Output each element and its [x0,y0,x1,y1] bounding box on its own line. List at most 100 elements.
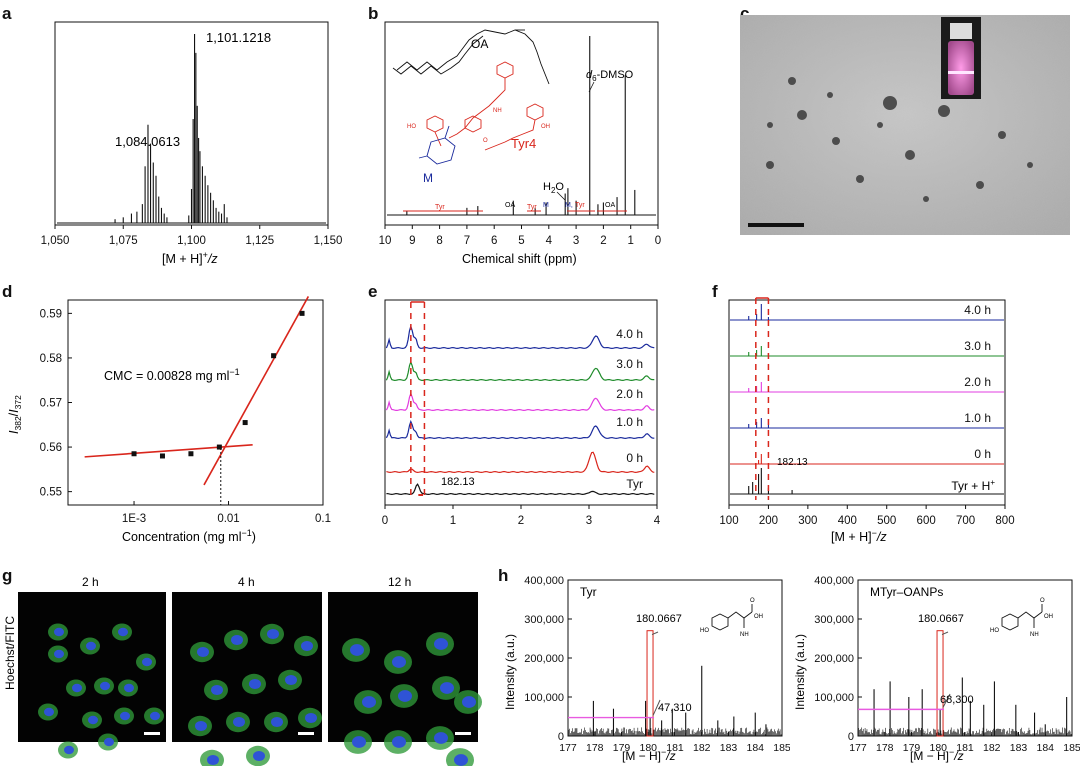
h1-plot-xtick-label: 180 [639,742,657,754]
h1-plot-xtick-label: 183 [720,742,738,754]
panel-e-trace-1 [386,451,655,474]
micro-cell-nucleus [207,754,219,766]
panel-e-traces [385,301,655,497]
panel-h1-xlabel: [M − H]−/z [622,747,676,763]
tem-particle [797,110,807,120]
panel-h1-title: Tyr [580,585,597,599]
panel-d-ytick-label: 0.58 [40,353,62,365]
h2-plot-ytick-label: 400,000 [814,575,854,587]
panel-f-ms-chart: 100 200 300 400 500 600 700 800 Tyr + H+ 0 h 1.0 … [719,297,1015,544]
panel-a-annotation-secondary: 1,084.0613 [115,134,180,149]
h2-plot-xtick-label: 183 [1010,742,1028,754]
panel-a-xtick-label: 1,100 [177,235,206,247]
h1-plot-ytick-label: 200,000 [524,653,564,665]
panel-d-fit-low [84,444,253,458]
panel-d-point [242,420,248,426]
panel-f-trace-label-3: 2.0 h [964,375,991,389]
h1-plot-peak-arrow [651,631,659,636]
panel-label-d: d [2,282,13,301]
panel-a-xtick-label: 1,050 [41,235,70,247]
panel-e-trace-label-2: 1.0 h [616,415,643,429]
tem-scale-bar [748,223,804,227]
panel-d-xtick-label: 0.1 [315,513,331,525]
micro-cell-nucleus [104,737,114,747]
micro-cell-nucleus [253,750,265,762]
panel-b-xtick-label: 6 [491,235,497,247]
panel-h1-plot: 0 100,000 200,000 300,000 400,000 177 178 179 18… [524,575,790,754]
panel-c-tem-image [740,15,1070,235]
tem-particle [877,122,883,128]
h1-plot-xtick-label: 181 [666,742,684,754]
micro-cell-nucleus [72,683,82,693]
panel-h2-plot: 0 100,000 200,000 300,000 400,000 177 178 179 18… [814,575,1080,754]
micro-cell-nucleus [392,736,406,748]
tem-particle [766,161,774,169]
panel-label-b: b [368,4,379,23]
panel-f-trace-label-2: 1.0 h [964,411,991,425]
panel-b-xlabel: Chemical shift (ppm) [462,252,577,266]
panel-b-nmr-chart: 10 9 8 7 6 5 4 3 2 1 0 OA Tyr4 M HO NH O OH d6-DMS… [379,21,661,266]
h1-plot-xtick-label: 179 [613,742,631,754]
h1-plot-highlight-box [646,630,654,737]
panel-f-annotation: 182.13 [777,457,808,468]
panel-e-trace-label-0: Tyr [626,477,643,491]
panel-b-band-oa2-label: OA [605,202,615,209]
h2-plot-highlight-box [936,630,944,737]
h2-plot-peak-arrow [941,631,949,636]
tem-particle [767,122,773,128]
panel-h1-struct-nh2: NH [740,632,749,638]
panel-d-fits [84,296,310,505]
micro-cell-nucleus [211,684,223,696]
panel-d-cmc-chart: 0.55 0.56 0.57 0.58 0.59 1E-3 0.01 0.1 CMC = 0… [7,296,331,544]
panel-f-frame [728,299,1006,506]
panel-h1-struct-o: O [750,598,755,604]
panel-a-xtick-label: 1,075 [109,235,138,247]
h2-plot-xtick-label: 178 [876,742,894,754]
panel-e-trace-label-5: 4.0 h [616,327,643,341]
panel-b-band-tyr1-label: Tyr [435,204,445,211]
h2-plot-xtick-label: 177 [849,742,867,754]
micro-cell-nucleus [100,681,110,691]
micro-cell-nucleus [249,678,261,690]
micro-cell-nucleus [64,745,74,755]
micro-cell-nucleus [434,732,448,744]
panel-h1-struct-oh: OH [754,614,763,620]
panel-b-xtick-label: 5 [518,235,524,247]
micro-cell-nucleus [301,640,313,652]
panel-e-trace-5 [385,324,655,350]
micro-scale-bar-1 [144,732,160,735]
panel-h2-struct-ho: HO [990,628,999,634]
panel-e-trace-label-3: 2.0 h [616,387,643,401]
h1-plot-xtick-label: 185 [773,742,790,754]
micro-cell-nucleus [197,646,209,658]
panel-a-xticks: 1,050 1,075 1,100 1,125 1,150 [41,225,343,247]
panel-h1-ms-chart: 0 100,000 200,000 300,000 400,000 177 178 179 18… [503,575,790,763]
panel-d-ytick-label: 0.55 [40,487,62,499]
panel-b-struct-nh: NH [493,108,502,114]
panel-h2-peak-label: 180.0667 [918,613,964,625]
panel-e-xtick-label: 0 [382,515,388,527]
micro-cell-nucleus [142,657,152,667]
panel-e-trace-3 [385,391,655,412]
panel-b-band-oa1-label: OA [505,202,515,209]
micro-cell-nucleus [118,627,128,637]
h2-plot-xtick-label: 179 [903,742,921,754]
panel-f-xtick-label: 700 [956,515,975,527]
panel-h2-struct-oh: OH [1044,614,1053,620]
panel-b-tyr4-structure [426,61,544,151]
panel-e-trace-label-1: 0 h [626,451,643,465]
micro-cell-nucleus [352,736,366,748]
panel-b-frame [384,21,659,226]
panel-b-struct-o: O [483,138,488,144]
panel-f-xtick-label: 100 [719,515,738,527]
micro-cell-nucleus [150,711,160,721]
panel-h1-struct-ho: HO [700,628,709,634]
panel-a-xtick-label: 1,150 [314,235,343,247]
panel-b-xtick-label: 8 [436,235,442,247]
h2-plot-ytick-label: 100,000 [814,692,854,704]
tem-grain [740,15,1070,235]
micro-cell-nucleus [434,638,448,650]
micro-cell-nucleus [231,634,243,646]
panel-e-xtick-label: 1 [450,515,456,527]
panel-e-hplc-chart: 0 1 2 3 4 Tyr 0 h 1.0 h 2.0 h 3.0 h 4.0 h 182.13 [382,299,661,527]
